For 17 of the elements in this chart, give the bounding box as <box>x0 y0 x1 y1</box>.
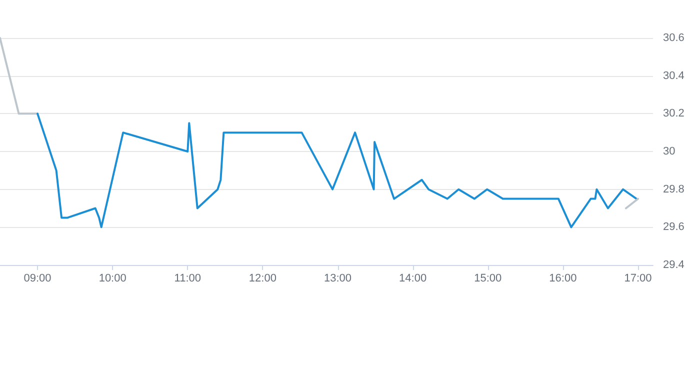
y-tick-label: 30.4 <box>663 70 684 82</box>
y-tick-label: 29.4 <box>663 259 684 271</box>
x-tick-label: 12:00 <box>248 272 276 284</box>
y-tick-label: 30 <box>663 146 676 158</box>
y-tick-label: 30.6 <box>663 32 684 44</box>
x-tick-label: 17:00 <box>624 272 652 284</box>
x-tick-label: 13:00 <box>324 272 352 284</box>
y-tick-label: 29.6 <box>663 221 684 234</box>
y-tick-label: 29.8 <box>663 183 684 196</box>
x-tick-label: 09:00 <box>24 272 52 284</box>
x-tick-label: 14:00 <box>399 272 427 284</box>
x-tick-label: 15:00 <box>474 272 502 284</box>
line-series <box>36 112 638 228</box>
x-tick-label: 10:00 <box>98 272 126 284</box>
x-tick-label: 16:00 <box>549 272 577 284</box>
x-tick-label: 11:00 <box>174 272 202 284</box>
y-tick-label: 30.2 <box>663 108 684 120</box>
